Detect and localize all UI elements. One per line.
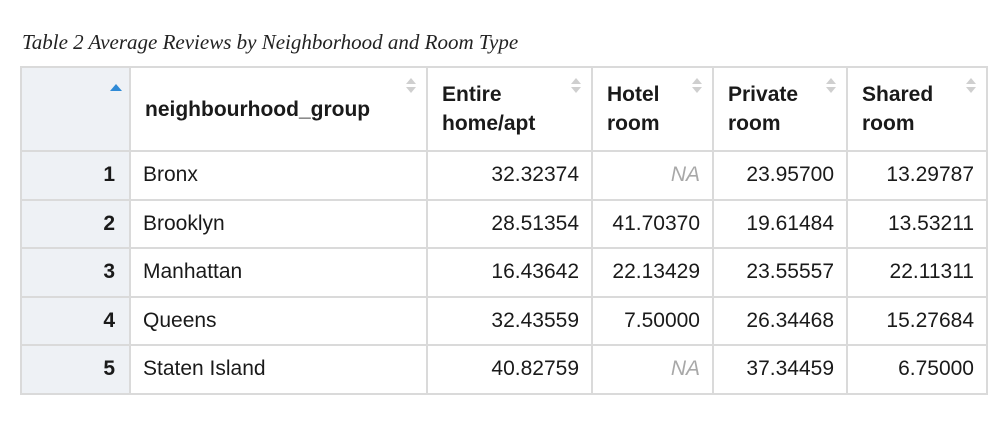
- sort-toggle-icon[interactable]: [406, 78, 416, 96]
- cell-private-room: 26.34468: [712, 295, 848, 346]
- column-header-label: Private room: [728, 83, 799, 135]
- cell-shared-room: 6.75000: [846, 344, 988, 395]
- column-header-label: Shared room: [862, 83, 934, 135]
- sort-toggle-icon[interactable]: [826, 78, 836, 96]
- row-number: 3: [20, 247, 131, 298]
- column-header-label: neighbourhood_group: [145, 97, 371, 121]
- cell-neighbourhood-group: Queens: [129, 295, 428, 346]
- table-header: neighbourhood_group Entire home/apt Hote…: [20, 66, 988, 152]
- sort-ascending-icon[interactable]: [110, 84, 122, 91]
- row-number: 5: [20, 344, 131, 395]
- header-row: neighbourhood_group Entire home/apt Hote…: [20, 66, 988, 152]
- cell-shared-room: 22.11311: [846, 247, 988, 298]
- cell-neighbourhood-group: Staten Island: [129, 344, 428, 395]
- column-header-neighbourhood-group[interactable]: neighbourhood_group: [129, 66, 428, 152]
- table-body: 1 Bronx 32.32374 NA 23.95700 13.29787 2 …: [20, 150, 988, 395]
- column-header-label: Entire home/apt: [442, 83, 536, 135]
- cell-private-room: 23.55557: [712, 247, 848, 298]
- sort-toggle-icon[interactable]: [966, 78, 976, 96]
- cell-shared-room: 15.27684: [846, 295, 988, 346]
- cell-neighbourhood-group: Manhattan: [129, 247, 428, 298]
- table-row: 4 Queens 32.43559 7.50000 26.34468 15.27…: [20, 295, 988, 346]
- table-row: 3 Manhattan 16.43642 22.13429 23.55557 2…: [20, 247, 988, 298]
- column-header-entire-home[interactable]: Entire home/apt: [426, 66, 593, 152]
- sort-toggle-icon[interactable]: [692, 78, 702, 96]
- table-row: 1 Bronx 32.32374 NA 23.95700 13.29787: [20, 150, 988, 201]
- column-header-shared-room[interactable]: Shared room: [846, 66, 988, 152]
- cell-hotel-room: 7.50000: [591, 295, 714, 346]
- row-number: 2: [20, 198, 131, 249]
- table-caption: Table 2 Average Reviews by Neighborhood …: [22, 30, 519, 54]
- cell-entire-home: 16.43642: [426, 247, 593, 298]
- data-table-container: neighbourhood_group Entire home/apt Hote…: [20, 66, 988, 395]
- cell-private-room: 19.61484: [712, 198, 848, 249]
- table-row: 2 Brooklyn 28.51354 41.70370 19.61484 13…: [20, 198, 988, 249]
- cell-shared-room: 13.53211: [846, 198, 988, 249]
- row-number: 4: [20, 295, 131, 346]
- cell-hotel-room: NA: [591, 344, 714, 395]
- cell-hotel-room: 41.70370: [591, 198, 714, 249]
- cell-hotel-room: 22.13429: [591, 247, 714, 298]
- cell-private-room: 37.34459: [712, 344, 848, 395]
- cell-entire-home: 32.43559: [426, 295, 593, 346]
- cell-entire-home: 40.82759: [426, 344, 593, 395]
- cell-neighbourhood-group: Brooklyn: [129, 198, 428, 249]
- cell-neighbourhood-group: Bronx: [129, 150, 428, 201]
- data-table: neighbourhood_group Entire home/apt Hote…: [20, 66, 988, 395]
- column-header-private-room[interactable]: Private room: [712, 66, 848, 152]
- sort-toggle-icon[interactable]: [571, 78, 581, 96]
- cell-private-room: 23.95700: [712, 150, 848, 201]
- cell-hotel-room: NA: [591, 150, 714, 201]
- column-header-label: Hotel room: [607, 83, 660, 135]
- cell-entire-home: 32.32374: [426, 150, 593, 201]
- cell-entire-home: 28.51354: [426, 198, 593, 249]
- column-header-hotel-room[interactable]: Hotel room: [591, 66, 714, 152]
- column-header-index[interactable]: [20, 66, 131, 152]
- table-row: 5 Staten Island 40.82759 NA 37.34459 6.7…: [20, 344, 988, 395]
- cell-shared-room: 13.29787: [846, 150, 988, 201]
- row-number: 1: [20, 150, 131, 201]
